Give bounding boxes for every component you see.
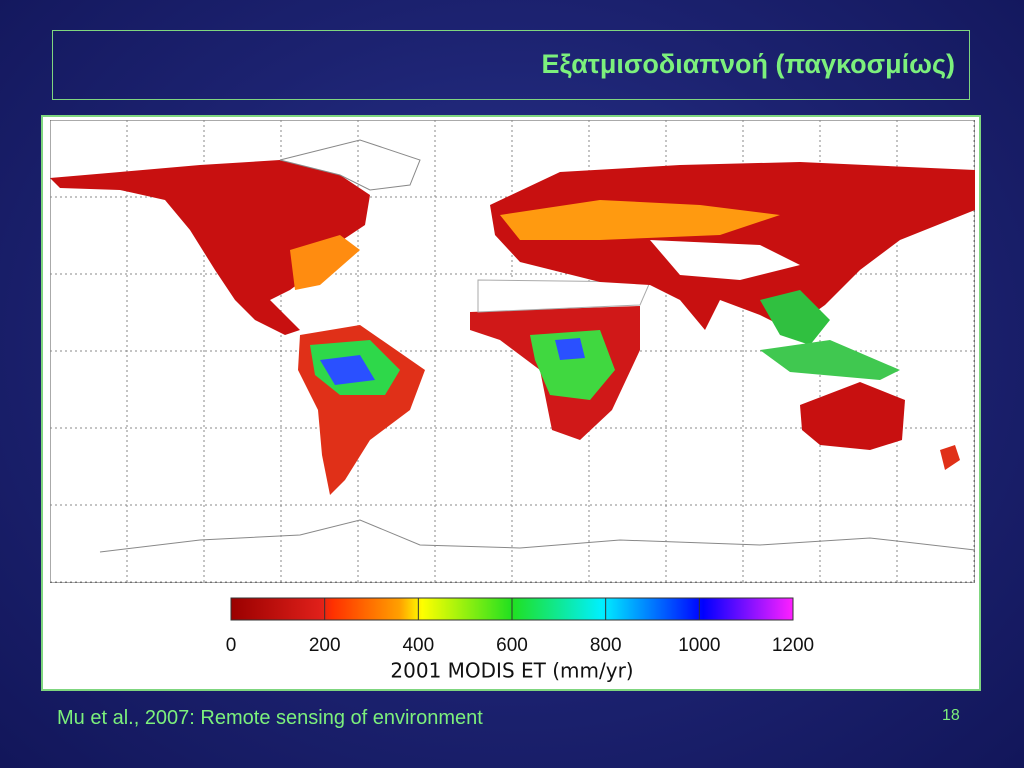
greenland [279, 139, 421, 191]
colorbar-ticks: 0 200 400 600 800 1000 1200 [226, 598, 814, 656]
caption: Mu et al., 2007: Remote sensing of envir… [57, 707, 483, 729]
eurasia-forest [500, 200, 780, 240]
se-asia [760, 290, 830, 345]
colorbar-tick-label: 800 [590, 635, 622, 656]
page-number: 18 [942, 707, 960, 724]
indonesia [760, 340, 900, 380]
na-east [290, 235, 360, 290]
congo [530, 330, 615, 400]
congo-core [555, 338, 585, 360]
central-asia [650, 240, 800, 280]
colorbar-tick-label: 1200 [772, 635, 814, 656]
colorbar-tick-label: 200 [309, 635, 341, 656]
colorbar-tick-label: 600 [496, 635, 528, 656]
north-america [50, 160, 370, 335]
colorbar-title: 2001 MODIS ET (mm/yr) [390, 659, 633, 683]
colorbar-tick-label: 1000 [678, 635, 720, 656]
colorbar-tick-label: 0 [226, 635, 237, 656]
sahara [477, 279, 651, 313]
australia [800, 382, 905, 450]
antarctica [99, 519, 975, 553]
figure: 0 200 400 600 800 1000 1200 2001 MODIS ET (mm/… [41, 115, 981, 691]
amazon-core [320, 355, 375, 385]
slide-title: Εξατμισοδιαπνοή (παγκοσμίως) [541, 49, 956, 79]
title-box: Εξατμισοδιαπνοή (παγκοσμίως) [52, 30, 970, 100]
world-map [50, 120, 975, 583]
new-zealand [940, 445, 960, 470]
colorbar-tick-label: 400 [402, 635, 434, 656]
